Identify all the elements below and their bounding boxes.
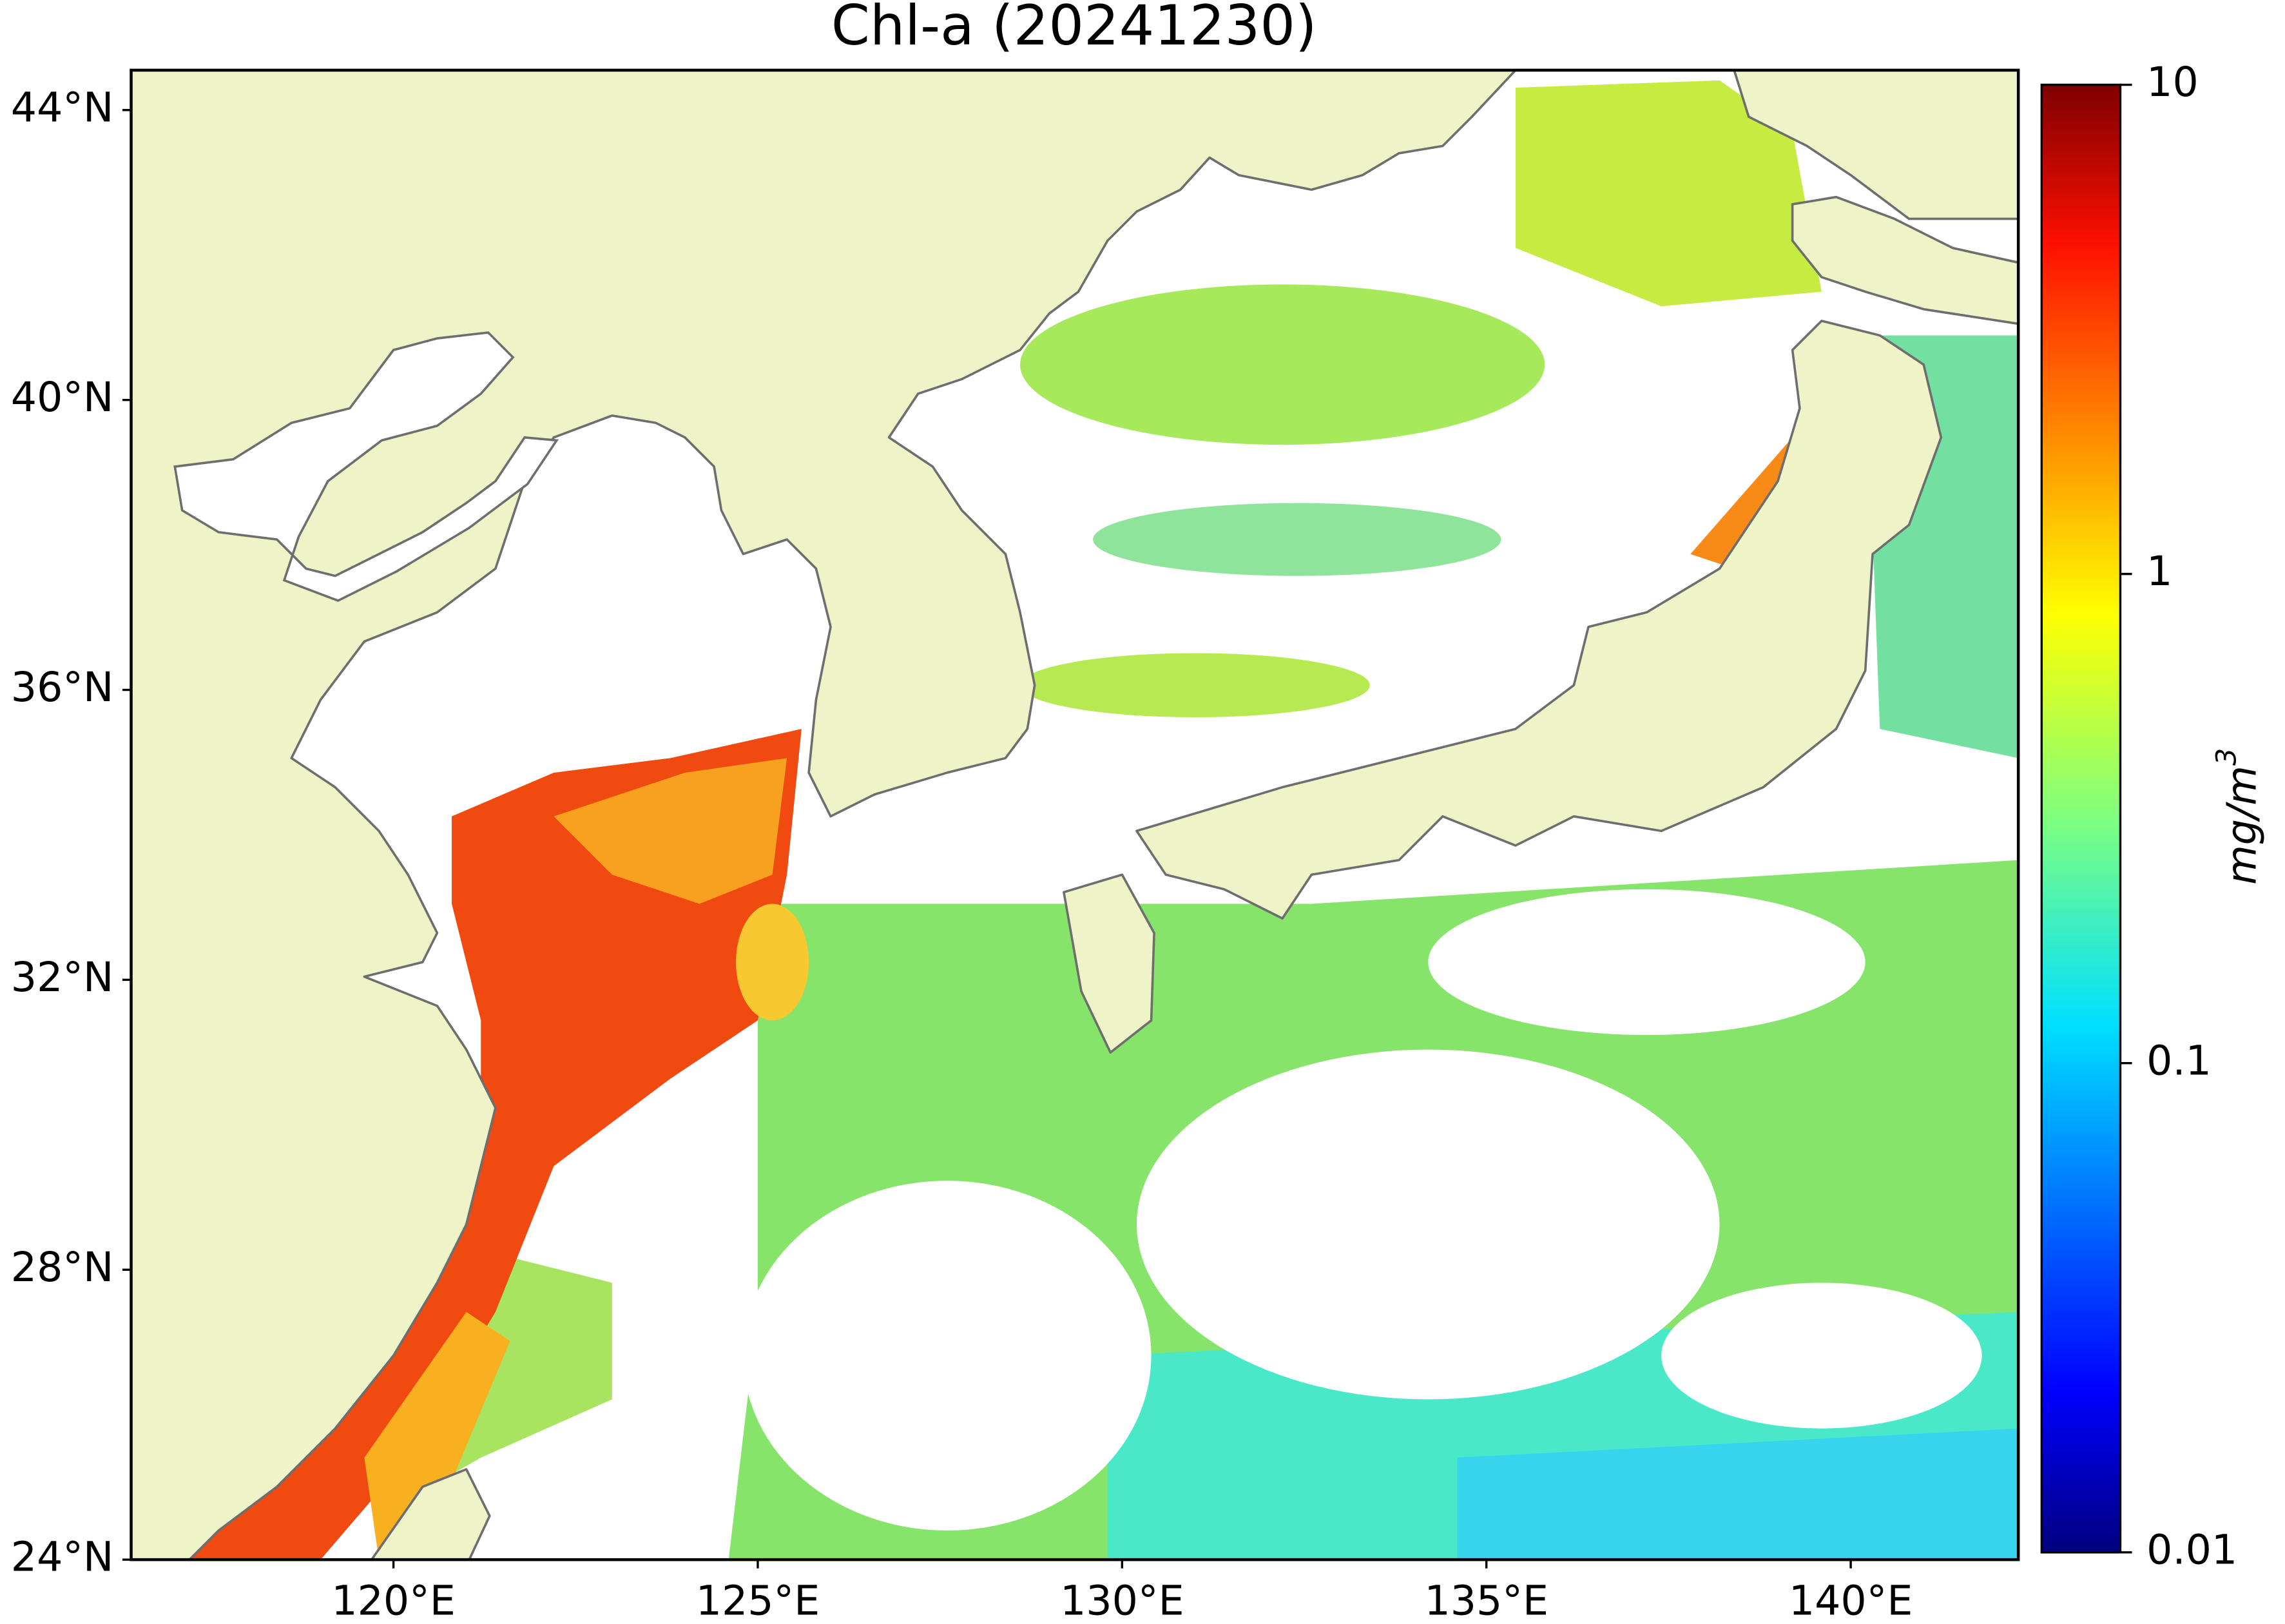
chl-field [189,80,2019,1560]
y-tick-label: 40°N [11,373,114,421]
title: Chl-a (20241230) [831,0,1317,58]
colorbar-label-text: mg/m [2217,766,2265,885]
map [131,70,2019,1560]
coastlines [131,70,2019,1560]
colorbar-tick-label: 0.1 [2146,1036,2212,1084]
y-tick-label: 44°N [11,83,114,131]
colorbar-tick-label: 1 [2146,547,2172,595]
map-frame [130,68,2020,1561]
x-tick-label: 125°E [696,1577,820,1624]
x-tick-label: 135°E [1424,1577,1548,1624]
colorbar-tick-label: 0.01 [2146,1525,2237,1573]
y-tick-label: 32°N [11,953,114,1001]
x-tick-label: 120°E [331,1577,456,1624]
colorbar-label-exponent: 3 [2210,748,2242,766]
y-tick-label: 24°N [11,1533,114,1581]
x-tick-label: 140°E [1789,1577,1913,1624]
colorbar-tick-label: 10 [2146,58,2199,106]
colorbar-label: mg/m3 [2210,748,2265,885]
y-tick-label: 36°N [11,663,114,711]
y-tick-label: 28°N [11,1243,114,1291]
colorbar [2040,83,2122,1554]
x-tick-label: 130°E [1060,1577,1184,1624]
